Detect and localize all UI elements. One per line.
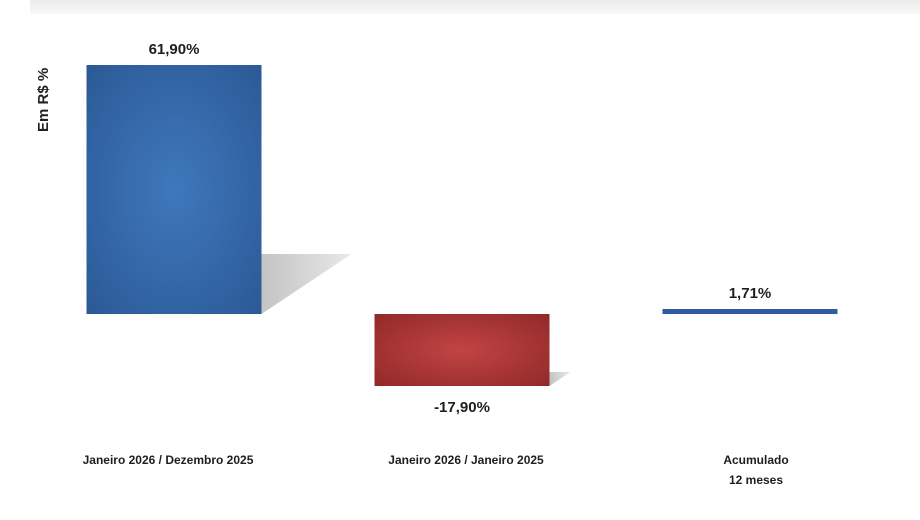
category-label-3: Acumulado 12 meses xyxy=(626,450,886,490)
category-label-1-line-1: Janeiro 2026 / Dezembro 2025 xyxy=(82,453,254,467)
y-axis-label: Em R$ % xyxy=(35,68,52,132)
category-label-3-line-1: Acumulado xyxy=(723,453,789,467)
data-label-2: -17,90% xyxy=(434,399,490,416)
category-label-2-line-1: Janeiro 2026 / Janeiro 2025 xyxy=(388,453,544,467)
bar-chart: Em R$ % 61,90% -17,90% 1,71% xyxy=(35,41,838,416)
category-label-2: Janeiro 2026 / Janeiro 2025 xyxy=(336,450,596,470)
bar-1 xyxy=(86,65,262,314)
bar-shadow-1 xyxy=(261,253,352,314)
top-band xyxy=(30,0,920,14)
category-label-3-line-2: 12 meses xyxy=(728,473,784,487)
bar-3 xyxy=(662,308,838,314)
data-label-1: 61,90% xyxy=(149,41,200,58)
bar-2 xyxy=(374,313,550,386)
category-label-1: Janeiro 2026 / Dezembro 2025 xyxy=(38,450,298,470)
data-label-3: 1,71% xyxy=(729,285,772,302)
bar-shadow-2 xyxy=(549,372,571,386)
